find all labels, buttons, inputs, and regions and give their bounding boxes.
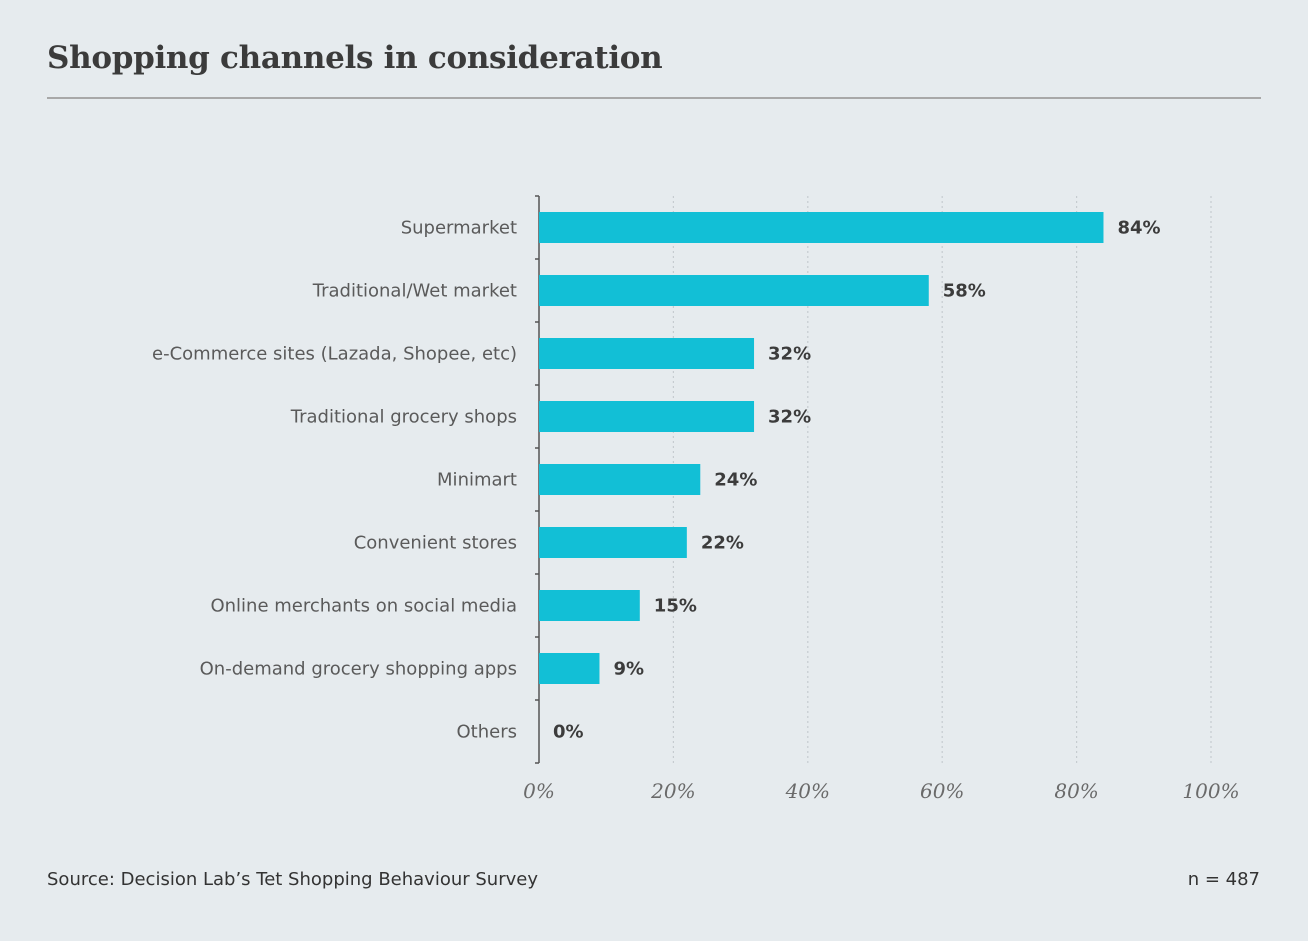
bar xyxy=(539,464,701,495)
value-label: 15% xyxy=(654,596,697,617)
value-label: 32% xyxy=(768,344,811,365)
bar xyxy=(539,527,687,558)
title-divider xyxy=(47,97,1261,99)
category-label: Others xyxy=(457,722,518,743)
value-label: 58% xyxy=(943,281,986,302)
category-label: Minimart xyxy=(437,470,517,491)
x-tick-label: 40% xyxy=(785,779,830,803)
category-label: On-demand grocery shopping apps xyxy=(200,659,517,680)
category-label: Online merchants on social media xyxy=(210,596,517,617)
value-label: 9% xyxy=(613,659,644,680)
value-label: 32% xyxy=(768,407,811,428)
x-tick-label: 20% xyxy=(650,779,695,803)
x-tick-label: 60% xyxy=(920,779,964,803)
category-label: Supermarket xyxy=(401,218,517,239)
value-label: 84% xyxy=(1117,218,1160,239)
bar xyxy=(539,401,755,432)
bar xyxy=(539,338,755,369)
x-tick-label: 80% xyxy=(1054,779,1098,803)
category-label: Convenient stores xyxy=(354,533,517,554)
bar xyxy=(539,212,1104,243)
chart-title: Shopping channels in consideration xyxy=(47,40,663,76)
bar xyxy=(539,590,640,621)
value-label: 22% xyxy=(701,533,744,554)
source-note: Source: Decision Lab’s Tet Shopping Beha… xyxy=(47,869,538,890)
value-label: 24% xyxy=(714,470,757,491)
bar xyxy=(539,653,600,684)
x-tick-label: 0% xyxy=(523,779,555,803)
value-label: 0% xyxy=(553,722,584,743)
x-tick-label: 100% xyxy=(1182,779,1239,803)
bar xyxy=(539,275,929,306)
category-label: e-Commerce sites (Lazada, Shopee, etc) xyxy=(152,344,517,365)
category-label: Traditional grocery shops xyxy=(290,407,517,428)
sample-size: n = 487 xyxy=(1187,869,1260,890)
category-label: Traditional/Wet market xyxy=(312,281,517,302)
